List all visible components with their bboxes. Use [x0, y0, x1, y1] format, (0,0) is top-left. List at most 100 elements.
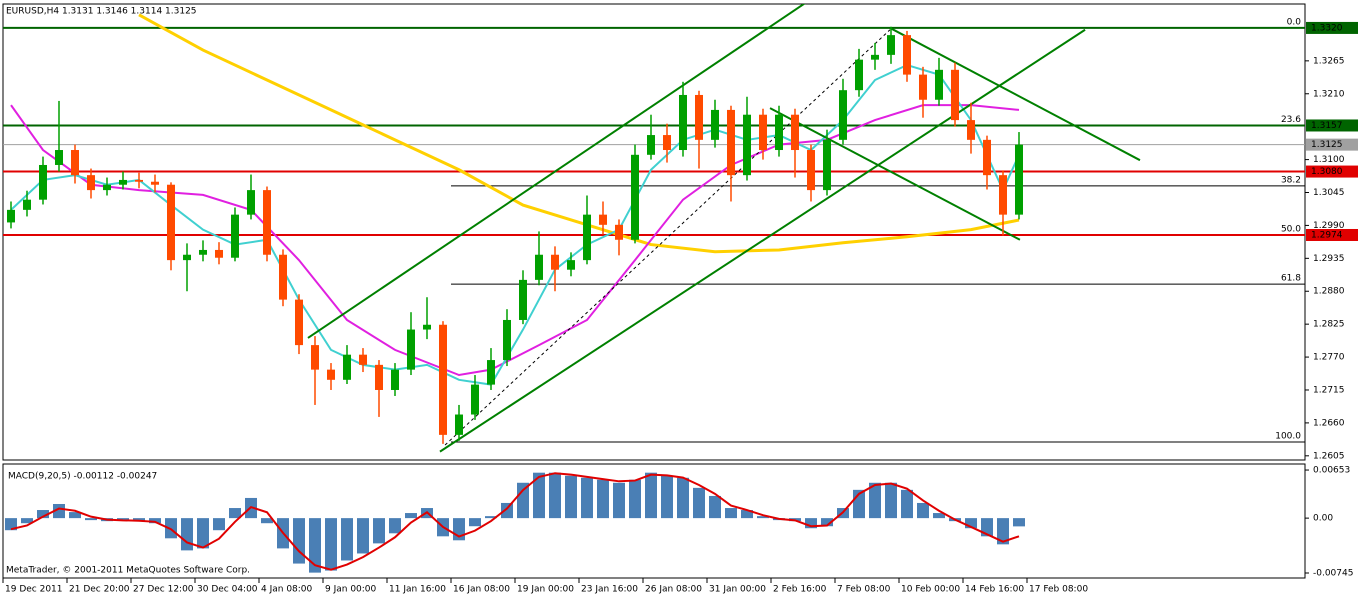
- candle-body: [167, 184, 175, 261]
- y-tick-label: 1.2605: [1313, 451, 1345, 461]
- candle-body: [951, 69, 959, 121]
- macd-bar: [325, 518, 337, 571]
- y-tick-label: 0.00: [1313, 514, 1333, 524]
- candle-body: [647, 135, 655, 155]
- macd-bar: [405, 513, 417, 519]
- y-tick-label: 1.2660: [1313, 418, 1345, 428]
- trend-line: [307, 4, 806, 339]
- candle-body: [583, 214, 591, 261]
- macd-bar: [469, 518, 481, 527]
- macd-bar: [53, 503, 65, 519]
- candle-body: [87, 175, 95, 191]
- macd-bar: [117, 518, 129, 521]
- trend-line: [439, 28, 1086, 453]
- moving-average: [10, 63, 1020, 386]
- x-tick-label: 16 Jan 08:00: [453, 585, 510, 595]
- macd-bar: [485, 516, 497, 519]
- candle-body: [807, 150, 815, 191]
- macd-bar: [661, 475, 673, 519]
- macd-bar: [581, 477, 593, 519]
- candle-body: [695, 94, 703, 140]
- trend-line: [889, 27, 1141, 162]
- candle-body: [71, 150, 79, 176]
- price-plot: [3, 4, 1305, 453]
- fib-label: 0.0: [1287, 17, 1302, 27]
- candle-body: [39, 164, 47, 200]
- macd-bar: [197, 518, 209, 549]
- y-tick-label: 1.2770: [1313, 353, 1345, 363]
- x-tick-label: 14 Feb 16:00: [965, 585, 1024, 595]
- macd-bar: [965, 518, 977, 529]
- candle-body: [375, 364, 383, 390]
- x-tick-label: 9 Jan 00:00: [325, 585, 377, 595]
- macd-bar: [293, 518, 305, 564]
- macd-bar: [261, 518, 273, 524]
- macd-bar: [901, 489, 913, 519]
- candle-body: [487, 360, 495, 385]
- candle-body: [263, 190, 271, 255]
- macd-bar: [357, 518, 369, 554]
- candle-body: [727, 109, 735, 176]
- candle-body: [903, 35, 911, 75]
- candle-body: [823, 139, 831, 191]
- macd-bar: [565, 475, 577, 519]
- macd-bar: [821, 518, 833, 527]
- y-tick-label: 1.2880: [1313, 287, 1345, 297]
- candle-body: [471, 384, 479, 415]
- candle-body: [999, 175, 1007, 215]
- candle-body: [855, 59, 863, 91]
- candle-body: [679, 94, 687, 151]
- candle-body: [567, 260, 575, 270]
- x-tick-label: 19 Dec 2011: [5, 585, 63, 595]
- candle-body: [183, 254, 191, 261]
- y-tick-label: 1.2825: [1313, 320, 1345, 330]
- macd-bar: [229, 508, 241, 519]
- macd-bar: [309, 518, 321, 573]
- macd-bar: [21, 518, 33, 524]
- fib-label: 100.0: [1275, 432, 1301, 442]
- macd-bar: [341, 518, 353, 561]
- candle-body: [279, 254, 287, 300]
- candle-body: [231, 214, 239, 258]
- candle-body: [791, 114, 799, 151]
- y-tick-label: 1.3100: [1313, 155, 1345, 165]
- candle-body: [983, 139, 991, 176]
- trend-line: [444, 29, 891, 446]
- macd-bar: [805, 518, 817, 529]
- candle-body: [935, 69, 943, 100]
- candle-body: [199, 249, 207, 255]
- macd-bar: [741, 510, 753, 519]
- macd-bar: [725, 508, 737, 519]
- macd-bar: [869, 482, 881, 519]
- x-tick-label: 21 Dec 20:00: [69, 585, 130, 595]
- macd-bar: [501, 502, 513, 519]
- level-box: [1306, 119, 1358, 132]
- x-tick-label: 26 Jan 08:00: [645, 585, 702, 595]
- macd-bar: [597, 479, 609, 519]
- candle-body: [215, 249, 223, 258]
- candle-body: [887, 35, 895, 55]
- candle-body: [455, 414, 463, 435]
- candle-body: [391, 369, 399, 390]
- level-label: 1.3157: [1311, 121, 1343, 131]
- macd-bar: [885, 482, 897, 519]
- macd-panel: [2, 463, 1306, 579]
- macd-bar: [1013, 518, 1025, 527]
- candle-body: [711, 109, 719, 140]
- x-tick-label: 31 Jan 00:00: [709, 585, 766, 595]
- x-tick-label: 4 Jan 08:00: [261, 585, 313, 595]
- candle-body: [311, 345, 319, 370]
- macd-bar: [645, 472, 657, 519]
- fib-label: 61.8: [1281, 274, 1301, 284]
- level-box: [1306, 228, 1358, 241]
- y-tick-label: 1.2990: [1313, 221, 1345, 231]
- y-tick-label: -0.00745: [1313, 568, 1353, 578]
- y-tick-label: 1.3265: [1313, 56, 1345, 66]
- candle-body: [103, 184, 111, 191]
- macd-bar: [37, 510, 49, 519]
- macd-bar: [757, 516, 769, 519]
- candle-body: [23, 199, 31, 210]
- candle-body: [663, 135, 671, 151]
